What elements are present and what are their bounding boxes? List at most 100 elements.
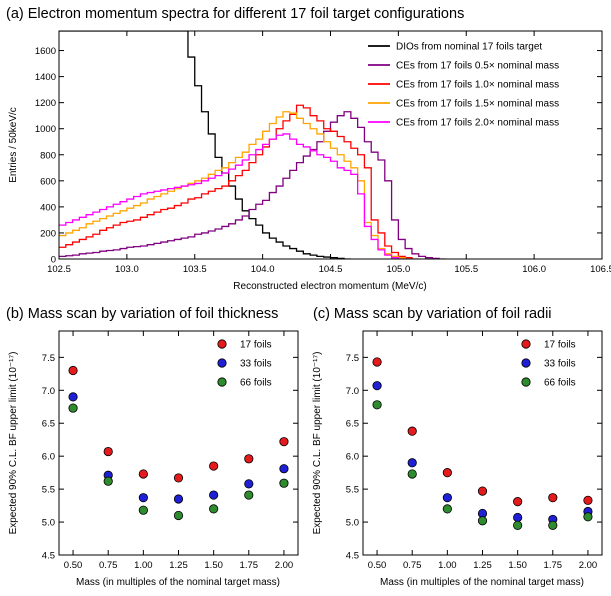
panel-b-thickness-scan: (b) Mass scan by variation of foil thick… (6, 306, 298, 588)
panel-a-xtick-label: 102.5 (47, 264, 71, 275)
panel-c-xlabel: Mass (in multiples of the nominal target… (380, 577, 584, 588)
panel-b-point (280, 464, 288, 472)
panel-a-xtick-label: 104.0 (251, 264, 275, 275)
panel-c-point (408, 470, 416, 478)
panel-c-legend-marker (522, 359, 530, 367)
panel-a-legend-label: CEs from 17 foils 1.0× nominal mass (396, 80, 559, 91)
panel-c-point (513, 513, 521, 521)
panel-b-point (280, 437, 288, 445)
panel-c-point (443, 505, 451, 513)
panel-c-legend-label: 66 foils (544, 378, 576, 389)
panel-c-legend-label: 17 foils (544, 340, 576, 351)
panel-c-ytick-label: 7.5 (346, 353, 359, 364)
panel-b-point (174, 511, 182, 519)
panel-b-point (209, 491, 217, 499)
panel-b-title: (b) Mass scan by variation of foil thick… (6, 306, 278, 322)
panel-c-point (549, 521, 557, 529)
panel-c-radii-scan: (c) Mass scan by variation of foil radii… (312, 306, 602, 588)
panel-c-xtick-label: 1.00 (438, 560, 457, 571)
panel-c-ytick-label: 6.0 (346, 452, 359, 463)
panel-b-xtick-label: 1.25 (169, 560, 188, 571)
panel-b-point (104, 447, 112, 455)
panel-a-ytick-label: 800 (40, 150, 56, 161)
panel-b-xtick-label: 2.00 (275, 560, 294, 571)
panel-c-ytick-label: 7.0 (346, 386, 359, 397)
panel-b-ytick-label: 7.5 (42, 353, 55, 364)
panel-b-legend-marker (218, 378, 226, 386)
panel-a-series-line-0 (59, 31, 351, 259)
panel-b-legend-label: 33 foils (240, 359, 272, 370)
panel-b-ytick-label: 6.0 (42, 452, 55, 463)
panel-b-xtick-label: 0.50 (64, 560, 83, 571)
panel-a-legend-label: CEs from 17 foils 0.5× nominal mass (396, 61, 559, 72)
panel-a-ytick-label: 400 (40, 202, 56, 213)
panel-a-ylabel: Entries / 50keV/c (8, 107, 19, 183)
panel-b-legend-label: 17 foils (240, 340, 272, 351)
panel-b-legend-marker (218, 340, 226, 348)
panel-a-ytick-label: 200 (40, 228, 56, 239)
panel-b-point (69, 404, 77, 412)
panel-a-xtick-label: 103.0 (115, 264, 139, 275)
panel-c-xtick-label: 1.50 (508, 560, 527, 571)
panel-b-point (139, 493, 147, 501)
panel-b-legend-marker (218, 359, 226, 367)
panel-b-xtick-label: 1.75 (240, 560, 259, 571)
panel-a-series-line-4 (59, 134, 405, 259)
panel-c-xtick-label: 0.50 (368, 560, 387, 571)
panel-c-xtick-label: 2.00 (579, 560, 598, 571)
panel-b-ytick-label: 5.0 (42, 518, 55, 529)
panel-a-xtick-label: 103.5 (183, 264, 207, 275)
panel-c-ytick-label: 5.0 (346, 518, 359, 529)
panel-b-point (139, 470, 147, 478)
panel-b-ytick-label: 4.5 (42, 551, 55, 562)
panel-a-title: (a) Electron momentum spectra for differ… (6, 6, 464, 22)
panel-a-ytick-label: 0 (51, 255, 56, 266)
panel-a-spectra: (a) Electron momentum spectra for differ… (6, 6, 611, 292)
panel-c-point (443, 493, 451, 501)
panel-c-legend-marker (522, 378, 530, 386)
panel-a-xlabel: Reconstructed electron momentum (MeV/c) (233, 281, 426, 292)
panel-c-legend-label: 33 foils (544, 359, 576, 370)
panel-b-xtick-label: 1.50 (204, 560, 223, 571)
panel-a-ytick-label: 1000 (35, 124, 56, 135)
panel-c-point (584, 513, 592, 521)
panel-a-series-line-3 (59, 112, 412, 259)
panel-b-ytick-label: 5.5 (42, 485, 55, 496)
panel-c-point (373, 358, 381, 366)
panel-b-point (69, 393, 77, 401)
panel-b-legend-label: 66 foils (240, 378, 272, 389)
panel-c-point (408, 459, 416, 467)
panel-c-xtick-label: 1.25 (473, 560, 492, 571)
panel-b-point (174, 495, 182, 503)
panel-a-xtick-label: 104.5 (319, 264, 343, 275)
panel-c-xtick-label: 0.75 (403, 560, 422, 571)
panel-a-xtick-label: 105.5 (454, 264, 478, 275)
panel-a-legend-label: CEs from 17 foils 2.0× nominal mass (396, 118, 559, 129)
panel-b-ylabel: Expected 90% C.L. BF upper limit (10⁻¹⁷) (8, 352, 19, 535)
panel-c-point (513, 497, 521, 505)
panel-c-point (478, 487, 486, 495)
panel-a-series-line-1 (59, 112, 446, 259)
panel-c-ytick-label: 4.5 (346, 551, 359, 562)
panel-b-point (245, 455, 253, 463)
panel-b-xtick-label: 1.00 (134, 560, 153, 571)
panel-c-point (443, 468, 451, 476)
panel-c-point (373, 381, 381, 389)
panel-b-ytick-label: 6.5 (42, 419, 55, 430)
panel-a-xtick-label: 106.0 (522, 264, 546, 275)
panel-a-xtick-label: 105.0 (386, 264, 410, 275)
panel-c-ytick-label: 6.5 (346, 419, 359, 430)
panel-b-xtick-label: 0.75 (99, 560, 118, 571)
panel-b-point (209, 505, 217, 513)
panel-c-point (513, 521, 521, 529)
panel-b-point (245, 480, 253, 488)
panel-a-ytick-label: 1600 (35, 46, 56, 57)
panel-a-xtick-label: 106.5 (590, 264, 611, 275)
panel-b-point (174, 474, 182, 482)
panel-c-point (478, 517, 486, 525)
panel-c-point (408, 427, 416, 435)
panel-b-point (139, 506, 147, 514)
panel-b-point (245, 491, 253, 499)
panel-b-point (280, 479, 288, 487)
